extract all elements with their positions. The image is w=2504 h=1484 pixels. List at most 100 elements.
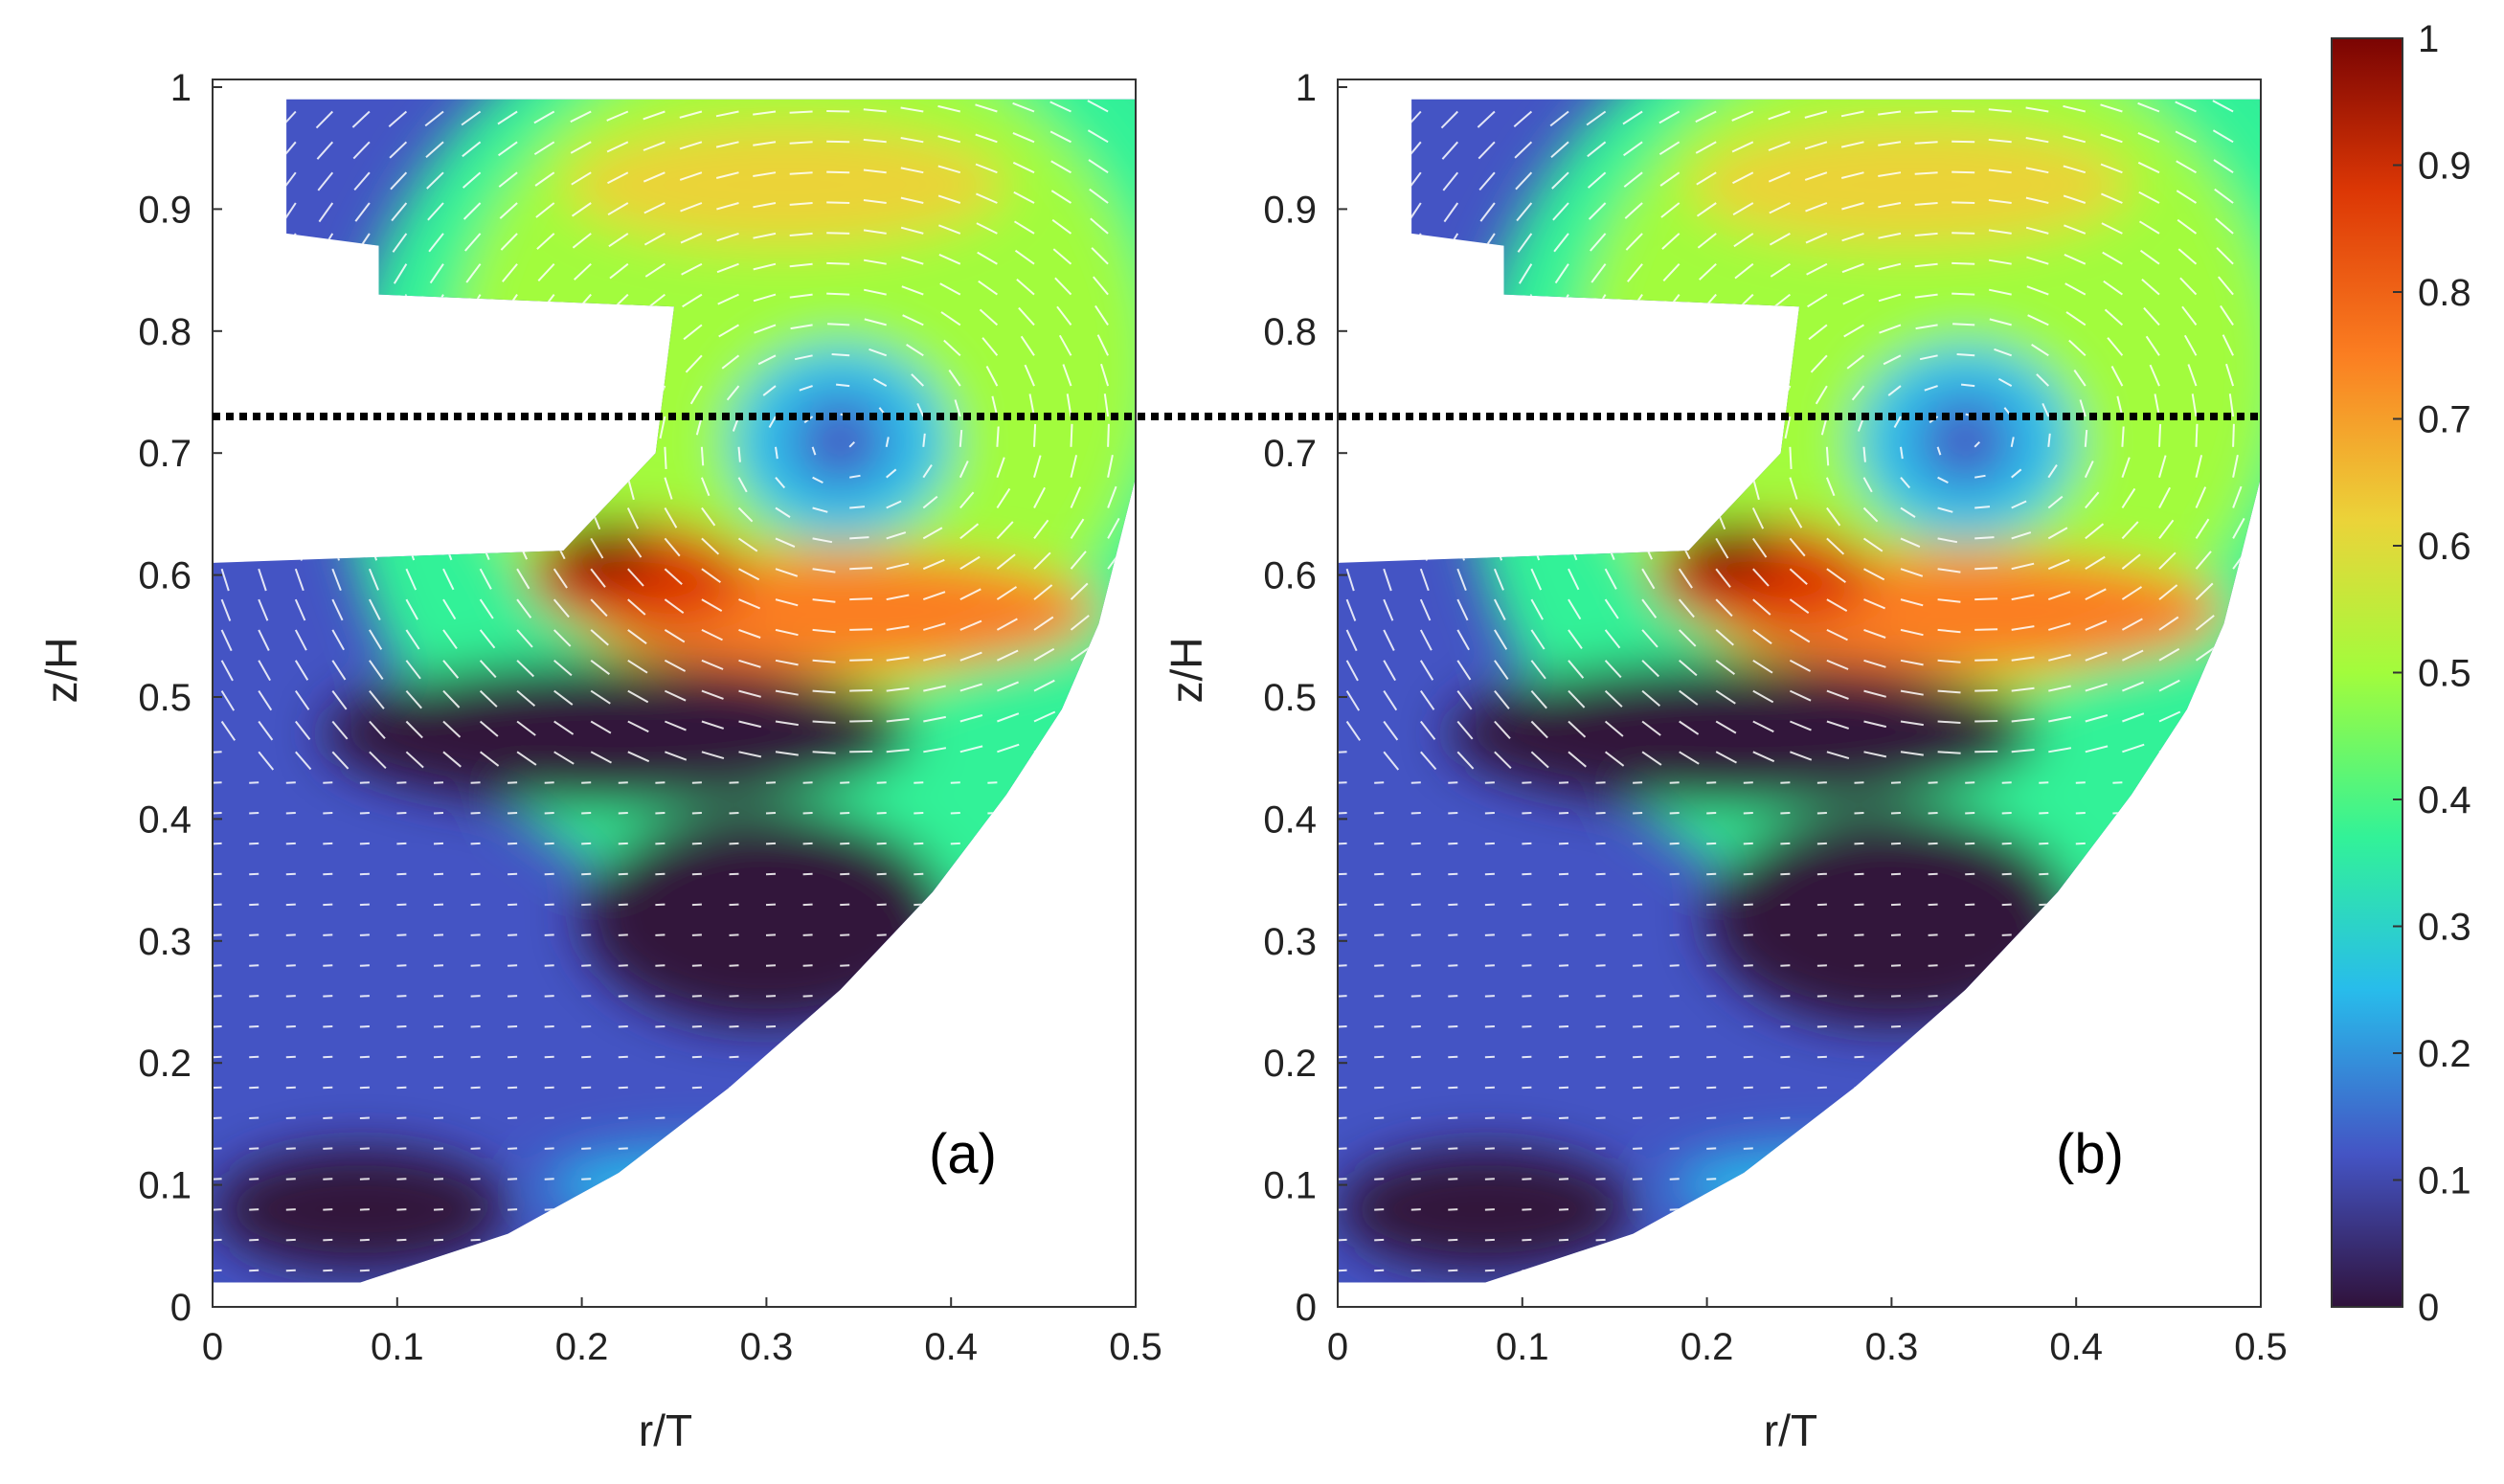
arrow: [2223, 1147, 2234, 1150]
arrow: [1862, 446, 1866, 462]
arrow: [1484, 842, 1495, 845]
arrow: [609, 262, 629, 280]
arrow: [220, 568, 230, 592]
arrow: [323, 1269, 333, 1272]
arrow: [1752, 598, 1771, 616]
arrow: [1345, 690, 1361, 711]
arrow: [1734, 262, 1754, 280]
arrow: [987, 903, 998, 907]
arrow: [1479, 202, 1496, 222]
arrow: [2085, 619, 2108, 631]
arrow: [2048, 622, 2071, 631]
arrow: [1456, 660, 1472, 681]
arrow: [2186, 842, 2197, 845]
arrow: [1345, 477, 1350, 501]
arrow: [1789, 689, 1812, 702]
arrow: [1715, 659, 1736, 676]
arrow: [331, 720, 349, 740]
arrow: [323, 995, 333, 998]
arrow: [1595, 842, 1606, 845]
arrow: [1826, 506, 1841, 527]
arrow: [2139, 249, 2160, 265]
arrow: [1623, 171, 1643, 188]
arrow: [1900, 446, 1904, 460]
arrow: [680, 202, 703, 213]
arrow: [1107, 485, 1117, 508]
arrow: [359, 964, 370, 967]
arrow: [2085, 683, 2108, 692]
arrow: [2075, 964, 2086, 967]
arrow: [802, 933, 813, 936]
arrow: [1854, 872, 1864, 876]
arrow: [1854, 812, 1864, 815]
y-tick-label: 1: [170, 67, 192, 109]
arrow: [1743, 1086, 1753, 1090]
arrow: [1890, 1238, 1902, 1242]
arrow: [2216, 247, 2234, 265]
arrow: [2232, 454, 2239, 478]
arrow: [901, 285, 924, 296]
arrow: [590, 689, 611, 705]
arrow: [701, 568, 721, 584]
arrow: [322, 294, 334, 316]
arrow: [1988, 138, 2012, 144]
arrow: [1420, 751, 1437, 771]
arrow: [2085, 491, 2100, 509]
arrow: [581, 781, 592, 784]
arrow: [1016, 279, 1035, 296]
arrow: [249, 1116, 259, 1119]
arrow: [1928, 903, 1938, 907]
arrow: [1061, 1055, 1072, 1059]
arrow: [359, 995, 370, 998]
arrow: [433, 1086, 444, 1090]
arrow: [2181, 305, 2198, 326]
arrow: [291, 385, 297, 410]
arrow: [1371, 233, 1386, 255]
arrow: [1374, 1178, 1385, 1180]
arrow: [1419, 538, 1428, 561]
arrow: [985, 366, 999, 387]
arrow: [1678, 507, 1688, 530]
arrow: [1374, 872, 1385, 876]
arrow: [1878, 110, 1902, 116]
arrow: [996, 618, 1018, 631]
arrow: [405, 629, 420, 650]
arrow: [849, 659, 873, 662]
arrow: [1098, 1238, 1109, 1242]
arrow: [826, 292, 850, 296]
arrow: [737, 477, 748, 493]
arrow: [1806, 262, 1828, 276]
arrow: [1951, 292, 1975, 296]
arrow: [701, 751, 725, 760]
arrow: [590, 629, 609, 646]
arrow: [1383, 477, 1387, 501]
arrow: [219, 416, 223, 439]
arrow: [2064, 282, 2087, 296]
velocity-field-b: [1338, 99, 2261, 1283]
arrow: [1706, 1086, 1717, 1090]
arrow: [1522, 872, 1532, 876]
arrow: [1808, 324, 1828, 341]
arrow: [876, 872, 887, 876]
colorbar-tick-label: 0.3: [2418, 907, 2471, 949]
arrow: [938, 253, 961, 265]
arrow: [812, 598, 836, 603]
arrow: [213, 1238, 222, 1242]
arrow: [1494, 720, 1511, 739]
jet-peak: [545, 520, 656, 581]
arrow: [1098, 903, 1109, 907]
arrow: [581, 995, 592, 998]
arrow: [1974, 567, 1998, 571]
arrow: [2001, 812, 2012, 815]
arrow: [1928, 933, 1938, 936]
arrow: [581, 812, 592, 815]
arrow: [2112, 1238, 2123, 1242]
arrow: [2141, 279, 2160, 296]
x-tick-label: 0.5: [1109, 1326, 1162, 1368]
arrow: [1816, 842, 1827, 845]
arrow: [368, 568, 379, 591]
arrow: [655, 1055, 665, 1059]
arrow: [987, 1086, 998, 1090]
arrow: [1658, 110, 1681, 124]
arrow: [2186, 1147, 2197, 1150]
